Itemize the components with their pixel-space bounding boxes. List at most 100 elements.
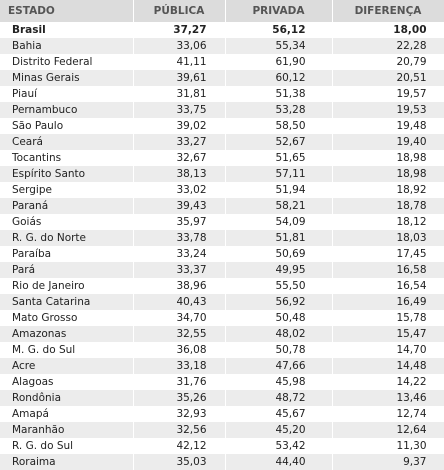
value-cell: 50,69 [225,246,333,262]
value-cell: 57,11 [225,166,333,182]
value-cell: 45,20 [225,422,333,438]
value-cell: 17,45 [332,246,444,262]
table-row: R. G. do Norte 33,78 51,81 18,03 [0,230,444,246]
state-cell: Bahia [0,38,134,54]
table-row: Maranhão 32,56 45,20 12,64 [0,422,444,438]
state-cell: Brasil [0,22,134,38]
value-cell: 33,24 [133,246,226,262]
state-cell: São Paulo [0,118,134,134]
table-row: Rondônia 35,26 48,72 13,46 [0,390,444,406]
table-row: Alagoas 31,76 45,98 14,22 [0,374,444,390]
value-cell: 55,34 [225,38,333,54]
value-cell: 18,00 [332,22,444,38]
value-cell: 48,72 [225,390,333,406]
state-cell: Paraná [0,198,134,214]
table-row: Amazonas 32,55 48,02 15,47 [0,326,444,342]
state-cell: Acre [0,358,134,374]
value-cell: 52,67 [225,134,333,150]
value-cell: 51,81 [225,230,333,246]
value-cell: 41,11 [133,54,226,70]
state-cell: Santa Catarina [0,294,134,310]
value-cell: 19,57 [332,86,444,102]
table-row: Bahia 33,06 55,34 22,28 [0,38,444,54]
value-cell: 51,38 [225,86,333,102]
header-row: ESTADO PÚBLICA PRIVADA DIFERENÇA [0,0,444,22]
value-cell: 36,08 [133,342,226,358]
table-row: R. G. do Sul 42,12 53,42 11,30 [0,438,444,454]
value-cell: 48,02 [225,326,333,342]
value-cell: 19,53 [332,102,444,118]
column-header: DIFERENÇA [332,0,444,22]
value-cell: 39,43 [133,198,226,214]
value-cell: 19,48 [332,118,444,134]
value-cell: 15,78 [332,310,444,326]
value-cell: 60,12 [225,70,333,86]
value-cell: 37,27 [133,22,226,38]
table-row: Sergipe 33,02 51,94 18,92 [0,182,444,198]
value-cell: 35,97 [133,214,226,230]
value-cell: 14,22 [332,374,444,390]
value-cell: 32,55 [133,326,226,342]
state-cell: Tocantins [0,150,134,166]
state-cell: Minas Gerais [0,70,134,86]
table-row: Minas Gerais 39,61 60,12 20,51 [0,70,444,86]
value-cell: 38,13 [133,166,226,182]
state-cell: Mato Grosso [0,310,134,326]
value-cell: 18,78 [332,198,444,214]
state-cell: Amapá [0,406,134,422]
value-cell: 45,67 [225,406,333,422]
value-cell: 18,98 [332,150,444,166]
value-cell: 14,70 [332,342,444,358]
table-body: Brasil 37,27 56,12 18,00 Bahia 33,06 55,34 22,2… [0,22,444,470]
table-row: Santa Catarina 40,43 56,92 16,49 [0,294,444,310]
table-row: Piauí 31,81 51,38 19,57 [0,86,444,102]
value-cell: 16,54 [332,278,444,294]
state-cell: Alagoas [0,374,134,390]
value-cell: 40,43 [133,294,226,310]
value-cell: 32,93 [133,406,226,422]
table-row: Distrito Federal 41,11 61,90 20,79 [0,54,444,70]
state-cell: Paraíba [0,246,134,262]
state-cell: Amazonas [0,326,134,342]
column-header: PRIVADA [225,0,333,22]
value-cell: 56,12 [225,22,333,38]
value-cell: 20,51 [332,70,444,86]
value-cell: 22,28 [332,38,444,54]
table-row: Amapá 32,93 45,67 12,74 [0,406,444,422]
state-cell: Espírito Santo [0,166,134,182]
value-cell: 53,42 [225,438,333,454]
value-cell: 19,40 [332,134,444,150]
table-row: M. G. do Sul 36,08 50,78 14,70 [0,342,444,358]
state-cell: R. G. do Norte [0,230,134,246]
table-row: Acre 33,18 47,66 14,48 [0,358,444,374]
value-cell: 12,74 [332,406,444,422]
value-cell: 15,47 [332,326,444,342]
state-cell: Roraima [0,454,134,470]
value-cell: 39,02 [133,118,226,134]
value-cell: 12,64 [332,422,444,438]
value-cell: 31,81 [133,86,226,102]
table-row: Tocantins 32,67 51,65 18,98 [0,150,444,166]
state-cell: Pernambuco [0,102,134,118]
table-row: Espírito Santo 38,13 57,11 18,98 [0,166,444,182]
value-cell: 49,95 [225,262,333,278]
value-cell: 32,56 [133,422,226,438]
table-row: São Paulo 39,02 58,50 19,48 [0,118,444,134]
value-cell: 35,26 [133,390,226,406]
value-cell: 33,37 [133,262,226,278]
value-cell: 31,76 [133,374,226,390]
table-row: Pará 33,37 49,95 16,58 [0,262,444,278]
state-cell: Maranhão [0,422,134,438]
value-cell: 18,92 [332,182,444,198]
value-cell: 50,48 [225,310,333,326]
value-cell: 16,49 [332,294,444,310]
value-cell: 14,48 [332,358,444,374]
value-cell: 33,78 [133,230,226,246]
value-cell: 47,66 [225,358,333,374]
column-header: ESTADO [0,0,134,22]
value-cell: 50,78 [225,342,333,358]
value-cell: 55,50 [225,278,333,294]
value-cell: 56,92 [225,294,333,310]
value-cell: 11,30 [332,438,444,454]
